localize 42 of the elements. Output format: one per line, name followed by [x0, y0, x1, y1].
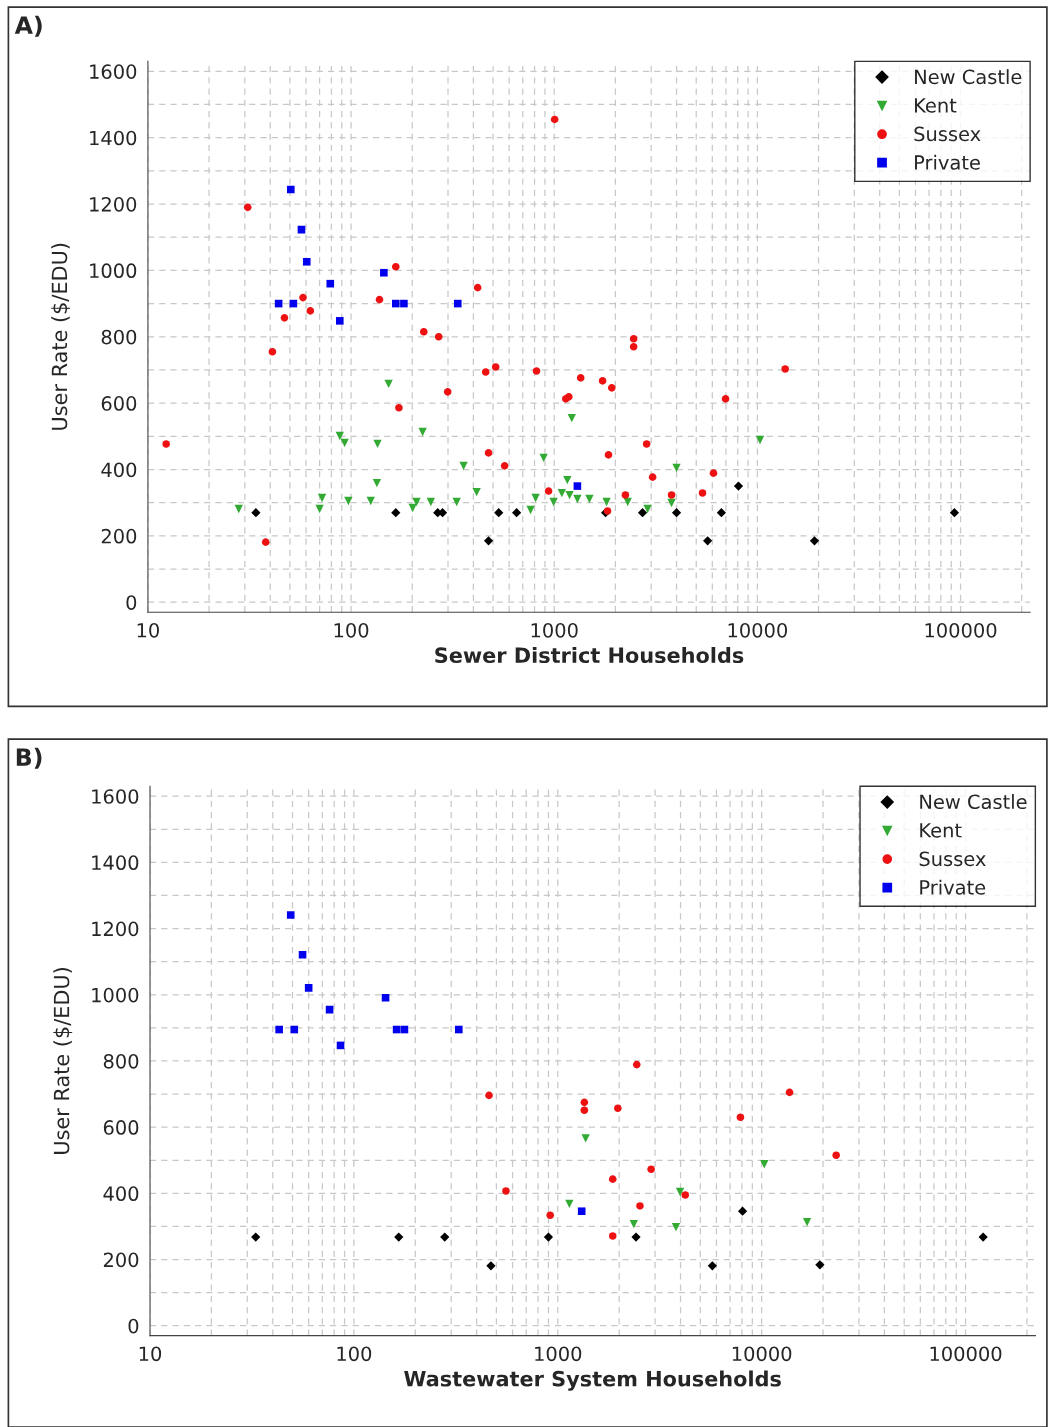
- x-tick-label: 1000: [535, 1346, 582, 1362]
- legend-label: Kent: [920, 823, 962, 838]
- x-tick-label: 100: [334, 622, 369, 638]
- y-tick-label: 1600: [92, 789, 139, 804]
- legend-label: New Castle: [915, 69, 1022, 85]
- y-tick-label: 0: [126, 595, 137, 610]
- y-tick-label: 600: [101, 396, 137, 411]
- y-tick-label: 800: [101, 329, 137, 345]
- x-axis-title: Wastewater System Households: [404, 1370, 781, 1391]
- y-tick-label: 1400: [92, 855, 139, 871]
- legend-label: Private: [915, 154, 980, 170]
- y-tick-label: 1600: [90, 64, 137, 79]
- x-axis-title: Sewer District Households: [435, 646, 744, 664]
- y-tick-label: 400: [103, 1186, 139, 1202]
- y-tick-label: 1000: [90, 263, 137, 279]
- x-tick-label: 10000: [728, 622, 788, 638]
- y-tick-label: 1200: [92, 921, 139, 937]
- x-tick-label: 100000: [925, 622, 997, 638]
- legend-label: Sussex: [914, 126, 981, 142]
- y-tick-label: 200: [103, 1252, 139, 1268]
- x-tick-label: 10000: [732, 1346, 792, 1362]
- y-tick-label: 0: [128, 1318, 139, 1334]
- y-tick-label: 800: [103, 1053, 139, 1069]
- x-tick-label: 100: [337, 1346, 372, 1362]
- y-tick-label: 1000: [92, 987, 139, 1003]
- y-tick-label: 400: [101, 462, 137, 478]
- x-tick-label: 10: [139, 1346, 162, 1362]
- legend-label: Private: [920, 879, 986, 895]
- y-tick-label: 1400: [90, 130, 137, 146]
- y-tick-label: 1200: [90, 197, 137, 212]
- x-tick-label: 10: [137, 622, 159, 638]
- y-axis-title: User Rate ($/EDU): [51, 243, 71, 430]
- legend-label: Kent: [915, 98, 957, 113]
- x-tick-label: 100000: [930, 1346, 1002, 1362]
- y-axis-title: User Rate ($/EDU): [53, 968, 73, 1154]
- y-tick-label: 600: [103, 1120, 139, 1135]
- legend-label: Sussex: [919, 851, 986, 867]
- chart-title: B): [16, 747, 42, 769]
- legend-label: New Castle: [920, 794, 1027, 810]
- chart-title: A): [14, 15, 42, 37]
- y-tick-label: 200: [101, 528, 137, 544]
- x-tick-label: 1000: [531, 622, 578, 638]
